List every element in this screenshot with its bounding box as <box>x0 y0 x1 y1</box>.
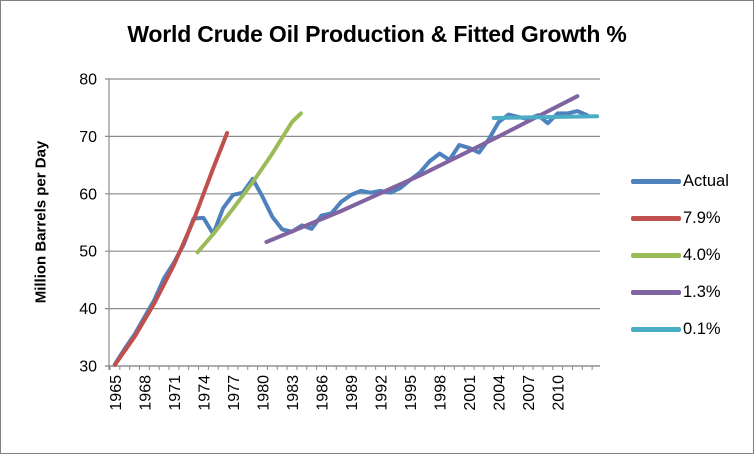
y-tick-label: 60 <box>79 186 97 203</box>
x-tick-label: 2001 <box>462 375 479 411</box>
legend-item-actual: Actual <box>631 163 753 200</box>
x-tick-label: 1995 <box>403 375 420 411</box>
series-line-01 <box>491 114 599 120</box>
legend-swatch-01 <box>631 327 681 332</box>
legend-swatch-13 <box>631 290 681 295</box>
y-tick-label: 30 <box>79 359 97 376</box>
series-line-79 <box>112 131 230 367</box>
x-tick-label: 1968 <box>137 375 154 411</box>
legend-item-01: 0.1% <box>631 311 753 348</box>
legend: Actual 7.9% 4.0% 1.3% 0.1% <box>631 163 753 348</box>
x-tick-label: 1998 <box>433 375 450 411</box>
x-tick-label: 1977 <box>226 375 243 411</box>
x-tick-label: 1989 <box>344 375 361 411</box>
x-tick-label: 2007 <box>521 375 538 411</box>
legend-swatch-40 <box>631 253 681 258</box>
legend-swatch-actual <box>631 179 681 184</box>
y-tick-label: 40 <box>79 301 97 318</box>
x-tick-label: 2010 <box>551 375 568 411</box>
y-tick-label: 80 <box>79 72 97 89</box>
x-tick-label: 1980 <box>255 375 272 411</box>
series-line-13 <box>264 94 580 244</box>
x-tick-label: 1983 <box>285 375 302 411</box>
legend-item-13: 1.3% <box>631 274 753 311</box>
legend-item-40: 4.0% <box>631 237 753 274</box>
legend-label-40: 4.0% <box>683 246 721 264</box>
legend-label-01: 0.1% <box>683 320 721 338</box>
legend-label-13: 1.3% <box>683 283 721 301</box>
x-tick-label: 1974 <box>196 375 213 411</box>
x-tick-label: 1971 <box>167 375 184 411</box>
x-tick-label: 1965 <box>108 375 125 411</box>
legend-label-79: 7.9% <box>683 209 721 227</box>
legend-label-actual: Actual <box>683 172 729 190</box>
x-tick-label: 1986 <box>315 375 332 411</box>
y-tick-label: 50 <box>79 244 97 261</box>
x-tick-label: 1992 <box>374 375 391 411</box>
legend-item-79: 7.9% <box>631 200 753 237</box>
legend-swatch-79 <box>631 216 681 221</box>
series-line-40 <box>195 111 303 255</box>
y-tick-label: 70 <box>79 129 97 146</box>
x-tick-label: 2004 <box>492 375 509 411</box>
chart-title: World Crude Oil Production & Fitted Grow… <box>127 21 627 47</box>
